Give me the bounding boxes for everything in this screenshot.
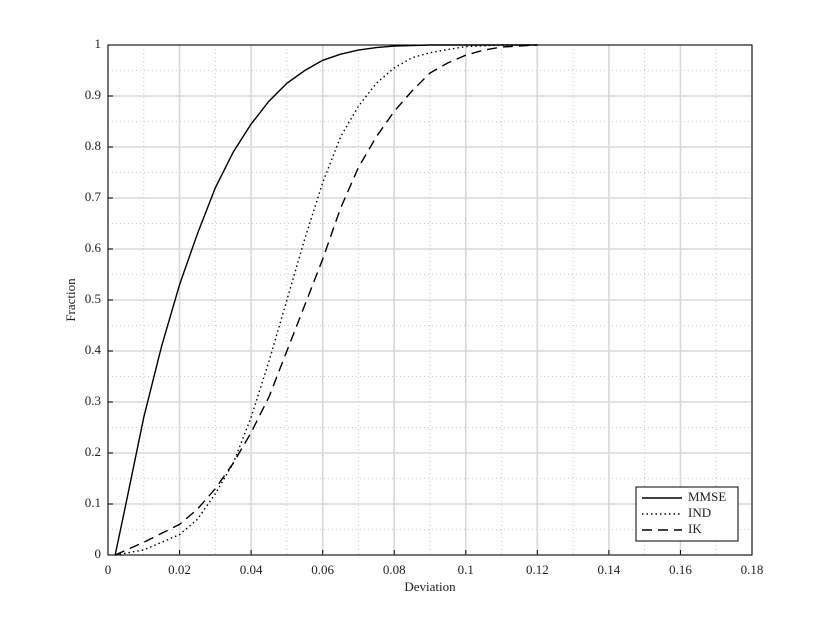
y-axis-label: Fraction xyxy=(63,278,78,322)
y-tick-label: 0.7 xyxy=(85,189,102,204)
y-tick-label: 0.2 xyxy=(85,444,101,459)
y-tick-label: 0.3 xyxy=(85,393,101,408)
x-tick-label: 0.1 xyxy=(458,562,474,577)
y-tick-label: 0 xyxy=(95,546,102,561)
series-line xyxy=(114,44,538,556)
x-tick-label: 0.08 xyxy=(383,562,406,577)
y-tick-label: 1 xyxy=(95,36,102,51)
legend-label: IK xyxy=(688,521,702,536)
y-tick-label: 0.4 xyxy=(85,342,102,357)
y-tick-label: 0.9 xyxy=(85,87,101,102)
y-tick-label: 0.5 xyxy=(85,291,101,306)
x-tick-label: 0.06 xyxy=(311,562,334,577)
legend-box xyxy=(635,486,739,542)
x-tick-label: 0.12 xyxy=(526,562,549,577)
y-tick-label: 0.1 xyxy=(85,495,101,510)
series-line xyxy=(114,44,538,556)
legend-label: IND xyxy=(688,505,711,520)
x-tick-label: 0 xyxy=(105,562,112,577)
x-tick-label: 0.04 xyxy=(240,562,263,577)
x-axis-label: Deviation xyxy=(404,579,456,594)
y-tick-label: 0.6 xyxy=(85,240,102,255)
legend-label: MMSE xyxy=(688,489,726,504)
x-tick-label: 0.16 xyxy=(669,562,692,577)
series-line xyxy=(115,44,538,556)
x-tick-label: 0.02 xyxy=(168,562,191,577)
x-tick-label: 0.18 xyxy=(741,562,764,577)
x-tick-label: 0.14 xyxy=(598,562,621,577)
y-tick-label: 0.8 xyxy=(85,138,101,153)
